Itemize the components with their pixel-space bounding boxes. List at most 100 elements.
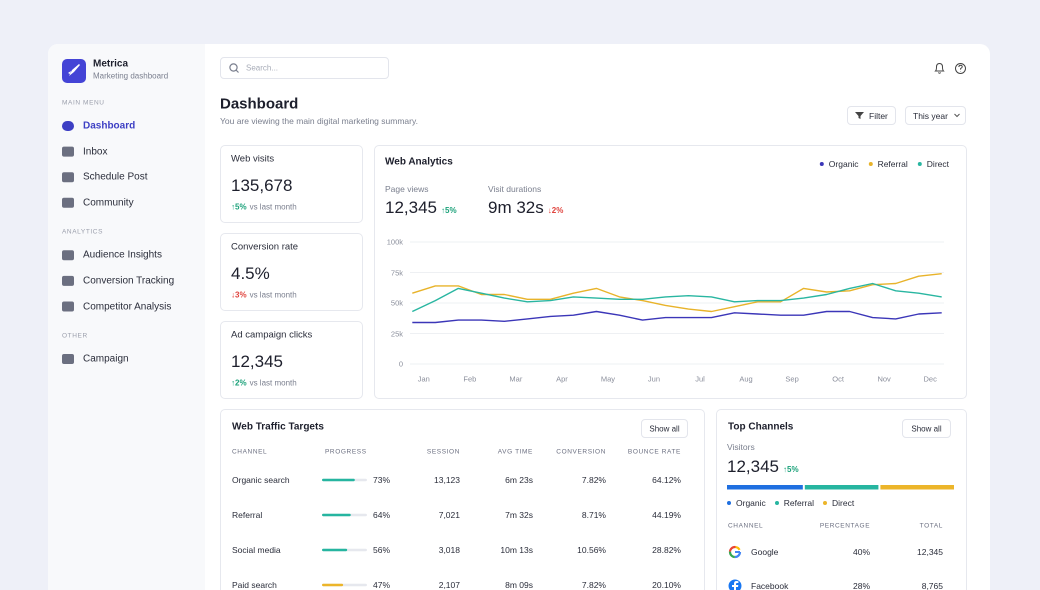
period-select[interactable]: [905, 106, 966, 125]
column-header: BOUNCE RATE: [627, 448, 681, 456]
stat-change: ↑5%: [231, 202, 247, 212]
x-tick-label: Dec: [923, 374, 937, 384]
stat-label: Conversion rate: [231, 241, 299, 253]
x-tick-label: Feb: [463, 374, 477, 384]
menu-item[interactable]: Community: [83, 197, 134, 209]
sidebar: [48, 44, 205, 590]
y-tick-label: 0: [398, 359, 403, 369]
channel-legend: Organic Referral Direct: [727, 498, 854, 508]
table-cell: 7.82%: [581, 475, 606, 485]
y-tick-label: 100k: [386, 237, 403, 247]
x-tick-label: Mar: [509, 374, 523, 384]
table-cell: Social media: [232, 545, 281, 555]
kpi-change: ↓2%: [547, 206, 564, 215]
search-placeholder: Search...: [246, 63, 279, 73]
legend-label: Referral: [783, 498, 814, 508]
kpi-value: 12,345: [385, 198, 437, 217]
menu-item[interactable]: Inbox: [83, 146, 108, 158]
show-all-label[interactable]: Show all: [649, 424, 680, 433]
legend-item: Direct: [823, 498, 854, 508]
card-title: Web Traffic Targets: [232, 421, 324, 433]
legend-label: Organic: [736, 498, 766, 508]
channel-percentage: 28%: [852, 581, 870, 590]
legend-label: Organic: [828, 158, 859, 169]
table-cell: Referral: [232, 510, 263, 520]
menu-item[interactable]: Campaign: [83, 353, 129, 365]
table-cell: 10m 13s: [500, 545, 533, 555]
table-cell: 13,123: [434, 475, 460, 485]
legend-swatch: [774, 501, 779, 505]
x-tick-label: Oct: [832, 374, 844, 384]
menu-item[interactable]: Competitor Analysis: [83, 301, 172, 312]
legend-swatch: [727, 501, 731, 505]
table-cell: 28.82%: [652, 545, 681, 555]
menu-section-title: ANALYTICS: [62, 228, 104, 236]
show-all-button[interactable]: [902, 419, 951, 438]
legend-label: Direct: [926, 158, 949, 169]
table-cell: 8.71%: [581, 510, 606, 520]
y-tick-label: 50k: [390, 298, 403, 308]
progress-label: 56%: [373, 545, 391, 555]
menu-item[interactable]: Schedule Post: [83, 171, 148, 183]
menu-item[interactable]: Conversion Tracking: [83, 275, 175, 287]
channel-total: 12,345: [917, 547, 943, 557]
table-cell: 44.19%: [652, 510, 681, 520]
stat-note: vs last month: [249, 290, 297, 300]
show-all-label[interactable]: Show all: [911, 424, 942, 433]
table-cell: 7,021: [438, 510, 460, 520]
column-header: SESSION: [426, 448, 460, 456]
visitors-value: 12,345: [727, 457, 779, 476]
stat-value: 135,678: [231, 176, 293, 195]
stat-note: vs last month: [249, 378, 297, 388]
table-cell: 7m 32s: [505, 510, 533, 520]
stat-change: ↓3%: [231, 290, 247, 300]
stat-value: 4.5%: [231, 264, 270, 283]
table-cell: 64.12%: [652, 475, 681, 485]
column-header: CHANNEL: [728, 522, 764, 530]
column-header: PERCENTAGE: [819, 522, 871, 530]
menu-item[interactable]: Audience Insights: [83, 249, 162, 261]
show-all-button[interactable]: [641, 419, 688, 438]
x-tick-label: Jan: [417, 374, 430, 384]
stat-note: vs last month: [249, 202, 297, 212]
legend-label: Direct: [832, 498, 855, 508]
table-cell: 2,107: [438, 580, 460, 590]
column-header: CONVERSION: [556, 448, 606, 456]
page-subtitle: You are viewing the main digital marketi…: [220, 116, 418, 126]
legend-item: Organic: [727, 498, 766, 508]
menu-item[interactable]: Dashboard: [83, 120, 136, 132]
channel-total: 8,765: [921, 581, 943, 590]
legend-swatch: [868, 161, 873, 166]
y-tick-label: 25k: [390, 329, 403, 338]
x-tick-label: May: [600, 374, 616, 384]
column-header: AVG TIME: [497, 448, 533, 456]
progress-label: 47%: [373, 580, 391, 590]
visitors-label: Visitors: [727, 442, 755, 452]
x-tick-label: Nov: [877, 374, 891, 384]
table-cell: 7.82%: [581, 580, 606, 590]
progress-label: 64%: [373, 510, 391, 520]
search-box[interactable]: [220, 57, 389, 79]
visitors-change: ↑5%: [783, 465, 799, 474]
kpi-row: 12,345 ↑5%: [385, 198, 457, 218]
page-title: Dashboard: [220, 95, 299, 113]
table-cell: Paid search: [232, 580, 277, 590]
brand-name: Metrica: [93, 58, 129, 70]
traffic-card: [220, 409, 705, 590]
period-label: This year: [913, 110, 948, 121]
table-cell: 10.56%: [577, 545, 606, 555]
menu-section-title: MAIN MENU: [62, 99, 105, 107]
filter-button[interactable]: [847, 106, 896, 125]
stat-change: ↑2%: [231, 378, 247, 388]
column-header: PROGRESS: [325, 448, 367, 456]
stat-change-row: ↑2% vs last month: [231, 379, 297, 388]
channel-name: Facebook: [751, 581, 789, 590]
x-tick-label: Aug: [739, 374, 753, 384]
legend-swatch: [917, 161, 922, 166]
legend-item: Referral: [868, 159, 908, 169]
logo: [62, 59, 86, 83]
table-cell: 3,018: [438, 545, 460, 555]
brand-tagline: Marketing dashboard: [93, 71, 169, 81]
kpi-value: 9m 32s: [488, 198, 544, 217]
